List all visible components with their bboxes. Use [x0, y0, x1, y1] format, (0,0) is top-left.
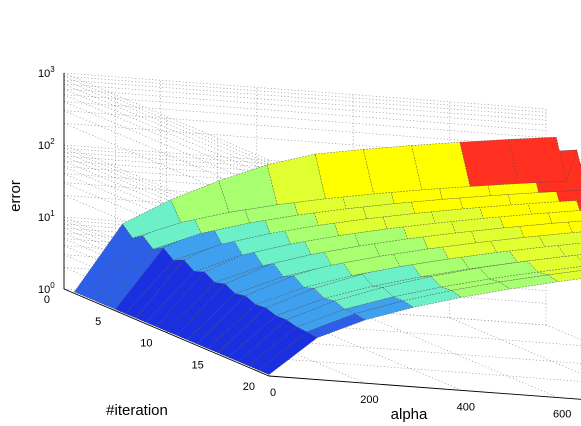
surface-patch	[218, 164, 278, 213]
grid-line-iter-floor	[217, 353, 581, 382]
surface-patch	[372, 276, 432, 288]
grid-line-iter-floor	[115, 310, 581, 346]
surface-patch	[547, 270, 581, 282]
surface-patch	[526, 254, 581, 273]
axes	[63, 73, 581, 400]
grid-line-z-left	[63, 76, 270, 164]
z-tick-label: 101	[38, 209, 55, 224]
grid-line-z-back	[63, 94, 547, 131]
surface-patch	[84, 235, 144, 301]
iteration-tick-label: 20	[243, 381, 255, 393]
surface-patch	[186, 293, 246, 345]
iteration-tick-label: 15	[192, 359, 204, 371]
iteration-tick-label: 10	[140, 338, 152, 350]
iteration-tick-label: 5	[95, 316, 101, 328]
alpha-tick-label: 200	[360, 394, 378, 406]
surface-patch	[248, 326, 308, 371]
surface-patch	[73, 223, 134, 297]
z-tick-label: 103	[38, 65, 55, 80]
grid-line-z-back	[63, 88, 547, 126]
surface-patch	[145, 271, 205, 327]
surface-patch	[441, 278, 500, 291]
grid-line-z-back	[63, 75, 547, 113]
surface-patch	[489, 271, 549, 283]
surface-patch	[575, 253, 581, 261]
surface-patch	[142, 211, 202, 250]
iteration-axis-label: #iteration	[106, 402, 168, 419]
surface-patch	[420, 267, 480, 278]
grid-line-z-back	[63, 123, 547, 160]
surface-patch	[285, 300, 346, 327]
grid-line-z-left	[63, 88, 270, 177]
surface-patch	[459, 139, 519, 187]
grid-line-z-left	[63, 72, 270, 161]
grid-line-iter-floor	[166, 332, 581, 364]
tick-labels: 1001011021030510152002004006008001000	[38, 65, 571, 421]
grid-line-z-back	[63, 83, 547, 121]
surface-patch	[507, 136, 567, 184]
grid-line-z-back	[63, 110, 547, 147]
surface-patch	[537, 266, 581, 276]
surface-patch	[411, 141, 471, 191]
grid-line-z-left	[63, 79, 270, 168]
surface-patch	[94, 235, 154, 306]
surface-patch	[203, 249, 264, 283]
surface-patch	[266, 153, 326, 205]
alpha-axis-line	[268, 375, 581, 400]
alpha-tick-label: 600	[553, 409, 571, 421]
surface-patch	[132, 212, 192, 239]
z-axis-label: error	[7, 180, 24, 212]
grid-line-alpha-floor	[449, 317, 581, 374]
surface	[73, 136, 581, 375]
z-tick-label: 102	[38, 137, 55, 152]
z-tick-label: 100	[38, 281, 55, 296]
grid-line-z-back	[63, 101, 547, 138]
alpha-tick-label: 400	[457, 401, 475, 413]
grid-line-z-back	[63, 79, 547, 117]
grid-line-z-back	[63, 72, 547, 110]
iteration-tick-label: 0	[44, 294, 50, 306]
alpha-axis-label: alpha	[391, 406, 428, 423]
alpha-tick-label: 0	[270, 387, 276, 399]
surface-patch	[244, 275, 305, 305]
iteration-axis-line	[63, 288, 270, 377]
surface-patch	[402, 290, 463, 308]
